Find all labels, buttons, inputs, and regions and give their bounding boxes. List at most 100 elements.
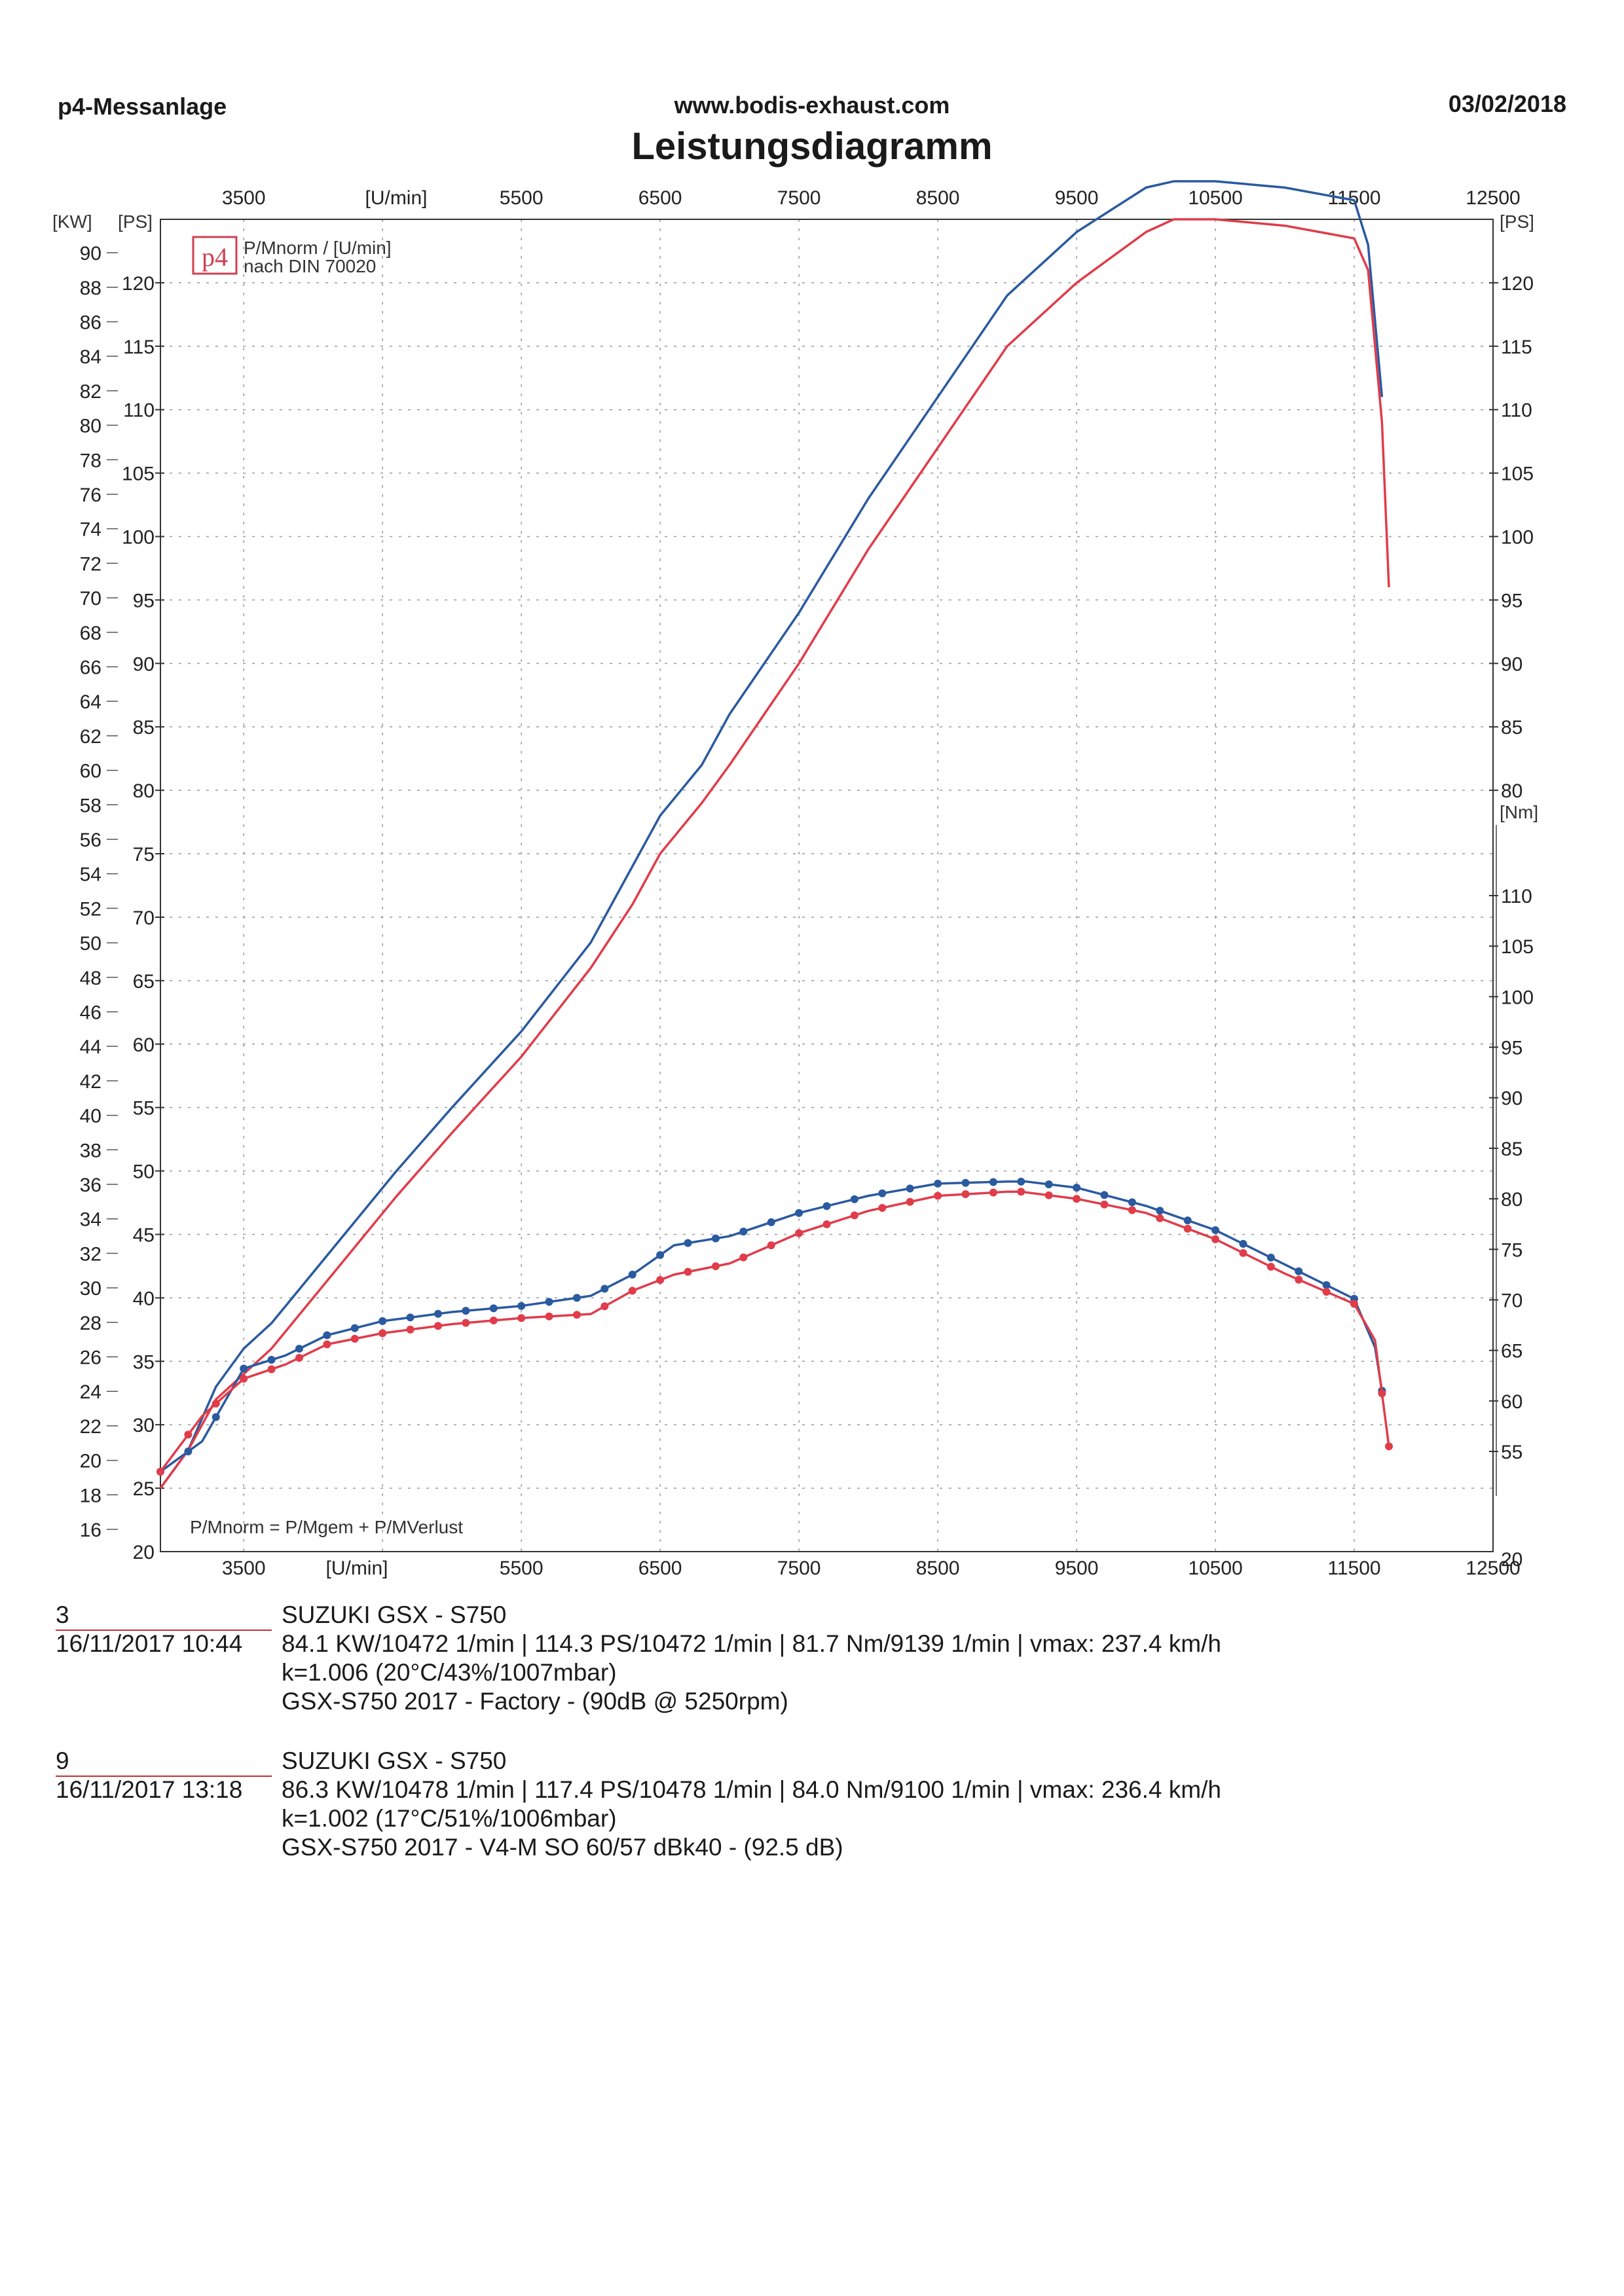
torque-marker — [350, 1334, 359, 1343]
torque-marker — [462, 1307, 470, 1315]
y-kw-tick: 24 — [80, 1381, 101, 1403]
y-kw-tick: 26 — [80, 1347, 101, 1369]
y-ps-tick-left: 55 — [133, 1098, 155, 1120]
y-ps-tick-left: 65 — [133, 971, 155, 993]
run-9-datetime: 16/11/2017 13:18 — [56, 1776, 243, 1803]
torque-marker — [1239, 1239, 1247, 1248]
torque-marker — [684, 1239, 692, 1247]
y-kw-tick: 66 — [80, 657, 101, 678]
torque-marker — [157, 1467, 164, 1476]
y-nm-tick: 65 — [1501, 1341, 1522, 1362]
torque-marker — [267, 1356, 276, 1364]
y-kw-tick: 36 — [80, 1175, 101, 1196]
x-tick-label-bottom: 3500 — [222, 1558, 266, 1579]
torque-marker — [545, 1312, 553, 1321]
y-ps-tick-left: 85 — [133, 717, 155, 738]
y-left-ps-unit: [PS] — [118, 211, 153, 232]
x-tick-label-bottom: 11500 — [1327, 1558, 1380, 1579]
torque-marker — [406, 1325, 415, 1334]
torque-marker — [1073, 1184, 1081, 1192]
torque-marker — [934, 1179, 942, 1188]
series-torque-2 — [159, 1180, 1384, 1473]
x-unit-bottom: [U/min] — [325, 1558, 388, 1579]
torque-marker — [1295, 1275, 1303, 1284]
y-ps-bottom-label: 20 — [133, 1542, 155, 1563]
y-kw-tick: 64 — [80, 691, 101, 713]
series-torque-3 — [159, 1190, 1390, 1472]
y-nm-tick: 55 — [1501, 1442, 1522, 1463]
torque-marker — [961, 1190, 970, 1198]
torque-marker — [767, 1241, 775, 1250]
torque-marker — [572, 1294, 581, 1302]
torque-marker — [1156, 1207, 1164, 1215]
x-tick-label-top: 7500 — [777, 187, 821, 209]
y-kw-tick: 80 — [80, 416, 101, 437]
x-tick-label-top: 11500 — [1327, 187, 1380, 209]
y-kw-tick: 38 — [80, 1140, 101, 1161]
torque-marker — [906, 1197, 914, 1206]
series-power-1 — [159, 218, 1390, 1489]
y-ps-tick-left: 45 — [133, 1224, 155, 1246]
y-nm-tick: 90 — [1501, 1088, 1522, 1110]
run-3-description: GSX-S750 2017 - Factory - (90dB @ 5250rp… — [282, 1688, 788, 1715]
y-ps-tick-left: 25 — [133, 1478, 155, 1500]
y-nm-tick: 75 — [1501, 1239, 1522, 1261]
y-nm-tick: 110 — [1501, 886, 1532, 907]
y-ps-tick-left: 90 — [133, 653, 155, 675]
run-9-description: GSX-S750 2017 - V4-M SO 60/57 dBk40 - (9… — [282, 1834, 843, 1861]
torque-marker — [1073, 1195, 1081, 1203]
torque-marker — [1378, 1389, 1386, 1398]
y-kw-tick: 42 — [80, 1071, 101, 1093]
y-right-bottom-label: 20 — [1501, 1549, 1522, 1571]
torque-marker — [878, 1189, 887, 1197]
y-kw-tick: 30 — [80, 1278, 101, 1300]
torque-marker — [240, 1374, 248, 1383]
y-kw-tick: 34 — [80, 1209, 101, 1231]
y-ps-tick-left: 115 — [123, 337, 155, 358]
y-kw-tick: 60 — [80, 761, 101, 782]
y-kw-tick: 58 — [80, 795, 101, 816]
x-tick-label-top: 10500 — [1188, 187, 1242, 209]
chart-series — [157, 180, 1393, 1489]
torque-marker — [1017, 1188, 1025, 1196]
torque-marker — [295, 1345, 303, 1353]
y-kw-tick: 16 — [80, 1520, 101, 1541]
x-tick-label-top: 12500 — [1466, 187, 1520, 209]
torque-marker — [517, 1314, 526, 1322]
x-tick-label-bottom: 9500 — [1055, 1558, 1099, 1579]
dyno-chart: 3500 3500 5500 5500 6500 6500 7500 7500 8500 8500… — [52, 180, 1538, 1579]
x-tick-label-bottom: 10500 — [1188, 1558, 1242, 1579]
torque-marker — [1128, 1206, 1136, 1214]
y-kw-tick: 74 — [80, 519, 101, 541]
torque-marker — [1211, 1235, 1220, 1243]
torque-marker — [545, 1298, 553, 1306]
y-ps-tick-left: 80 — [133, 780, 155, 802]
torque-marker — [1266, 1262, 1275, 1271]
x-tick-label-bottom: 5500 — [500, 1558, 544, 1579]
y-right-nm-unit: [Nm] — [1500, 802, 1538, 822]
y-kw-tick: 40 — [80, 1106, 101, 1127]
run-3-data: 84.1 KW/10472 1/min | 114.3 PS/10472 1/m… — [282, 1630, 1221, 1657]
y-kw-tick: 76 — [80, 484, 101, 506]
torque-marker — [711, 1234, 720, 1243]
torque-marker — [961, 1178, 970, 1187]
y-kw-tick: 88 — [80, 278, 101, 299]
y-kw-tick: 90 — [80, 243, 101, 264]
legend-line-1: P/Mnorm / [U/min] — [244, 238, 392, 258]
y-ps-tick-left: 105 — [122, 464, 155, 485]
p4-logo: p4 — [202, 242, 228, 272]
x-tick-label-bottom: 8500 — [916, 1558, 960, 1579]
y-ps-tick-right: 120 — [1501, 273, 1534, 295]
y-ps-tick-left: 75 — [133, 844, 155, 866]
y-kw-tick: 72 — [80, 553, 101, 575]
y-ps-tick-left: 70 — [133, 907, 155, 929]
torque-marker — [572, 1311, 581, 1319]
torque-marker — [240, 1364, 248, 1373]
y-kw-tick: 70 — [80, 588, 101, 610]
y-ps-tick-right: 90 — [1501, 653, 1522, 675]
y-kw-tick: 78 — [80, 450, 101, 471]
y-nm-tick: 95 — [1501, 1038, 1522, 1059]
x-tick-label-bottom: 12500 — [1466, 1558, 1520, 1579]
torque-marker — [656, 1276, 665, 1285]
y-nm-tick: 80 — [1501, 1189, 1522, 1211]
